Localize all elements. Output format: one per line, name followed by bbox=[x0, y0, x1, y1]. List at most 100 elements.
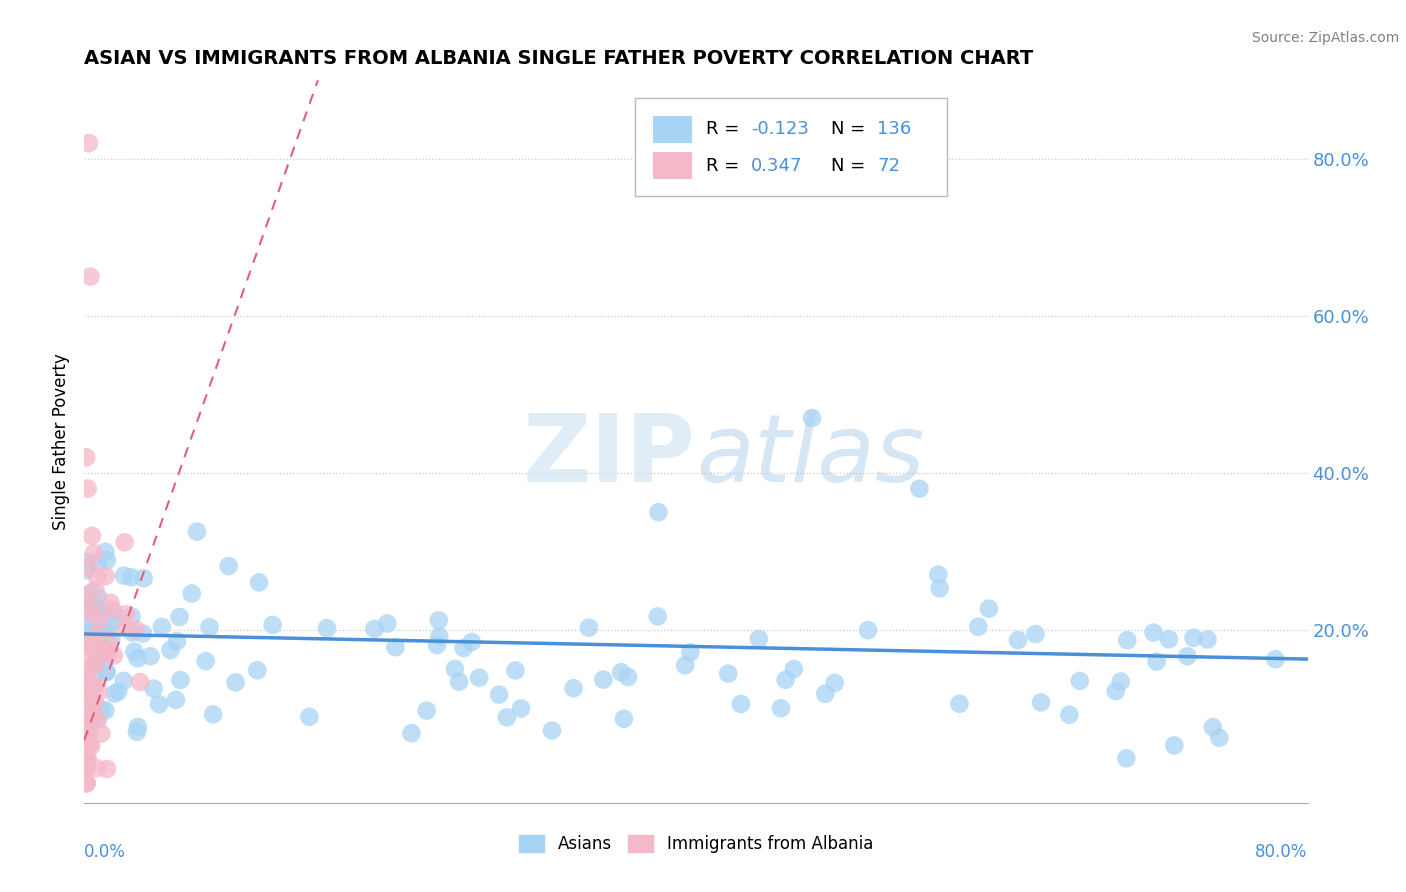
FancyBboxPatch shape bbox=[636, 98, 946, 196]
Asians bbox=[165, 693, 187, 707]
Immigrants from Albania bbox=[84, 657, 107, 671]
Immigrants from Albania bbox=[84, 640, 107, 654]
Asians bbox=[89, 636, 111, 650]
Immigrants from Albania bbox=[76, 776, 98, 790]
Immigrants from Albania bbox=[80, 739, 103, 754]
Immigrants from Albania bbox=[75, 742, 97, 756]
Immigrants from Albania bbox=[79, 711, 101, 725]
Asians bbox=[1175, 649, 1198, 664]
Immigrants from Albania bbox=[87, 685, 110, 699]
Asians bbox=[673, 658, 696, 673]
Immigrants from Albania bbox=[77, 722, 100, 736]
Immigrants from Albania bbox=[103, 648, 125, 663]
Asians bbox=[384, 640, 406, 655]
Asians bbox=[104, 687, 127, 701]
Asians bbox=[121, 609, 143, 624]
Asians bbox=[824, 676, 846, 690]
Asians bbox=[375, 616, 398, 631]
Text: 0.347: 0.347 bbox=[751, 156, 803, 175]
Text: R =: R = bbox=[706, 120, 745, 138]
Asians bbox=[142, 681, 165, 696]
Immigrants from Albania bbox=[75, 756, 97, 770]
Asians bbox=[84, 629, 107, 643]
Immigrants from Albania bbox=[96, 762, 118, 776]
Immigrants from Albania bbox=[101, 603, 124, 617]
Immigrants from Albania bbox=[77, 681, 100, 695]
Asians bbox=[112, 673, 135, 688]
Asians bbox=[461, 635, 484, 649]
Asians bbox=[79, 630, 101, 644]
Text: R =: R = bbox=[706, 156, 745, 175]
Immigrants from Albania bbox=[76, 776, 98, 790]
Asians bbox=[96, 665, 118, 679]
Immigrants from Albania bbox=[114, 535, 136, 549]
Asians bbox=[76, 602, 98, 616]
Immigrants from Albania bbox=[98, 645, 121, 659]
Asians bbox=[132, 626, 155, 640]
Asians bbox=[1059, 707, 1081, 722]
Immigrants from Albania bbox=[80, 529, 103, 543]
Asians bbox=[316, 621, 339, 635]
Asians bbox=[578, 621, 600, 635]
Asians bbox=[592, 673, 614, 687]
Asians bbox=[75, 563, 97, 577]
Immigrants from Albania bbox=[75, 714, 97, 729]
Asians bbox=[363, 622, 385, 636]
Asians bbox=[132, 571, 155, 585]
Asians bbox=[80, 585, 103, 599]
Asians bbox=[159, 643, 181, 657]
Immigrants from Albania bbox=[80, 640, 103, 655]
Immigrants from Albania bbox=[76, 482, 98, 496]
Immigrants from Albania bbox=[75, 751, 97, 765]
Asians bbox=[79, 635, 101, 649]
Asians bbox=[124, 644, 146, 658]
Asians bbox=[90, 640, 112, 655]
Immigrants from Albania bbox=[75, 756, 97, 770]
Immigrants from Albania bbox=[83, 679, 105, 693]
Asians bbox=[87, 591, 110, 605]
Immigrants from Albania bbox=[76, 686, 98, 700]
Immigrants from Albania bbox=[83, 679, 105, 693]
Immigrants from Albania bbox=[75, 665, 97, 680]
Y-axis label: Single Father Poverty: Single Father Poverty bbox=[52, 353, 70, 530]
Asians bbox=[91, 623, 114, 637]
Asians bbox=[169, 610, 191, 624]
Asians bbox=[127, 651, 149, 665]
Immigrants from Albania bbox=[94, 646, 117, 660]
Asians bbox=[96, 622, 118, 636]
Asians bbox=[180, 586, 202, 600]
Immigrants from Albania bbox=[79, 269, 101, 284]
Asians bbox=[84, 655, 107, 669]
Asians bbox=[647, 609, 669, 624]
Immigrants from Albania bbox=[77, 675, 100, 690]
Text: 80.0%: 80.0% bbox=[1256, 843, 1308, 861]
Asians bbox=[198, 620, 221, 634]
Immigrants from Albania bbox=[77, 136, 100, 150]
Immigrants from Albania bbox=[77, 560, 100, 574]
Immigrants from Albania bbox=[129, 675, 152, 690]
Immigrants from Albania bbox=[97, 632, 120, 647]
Asians bbox=[94, 647, 117, 661]
Asians bbox=[93, 605, 115, 619]
Asians bbox=[107, 684, 129, 698]
Asians bbox=[77, 625, 100, 640]
Asians bbox=[1029, 695, 1052, 709]
Immigrants from Albania bbox=[75, 757, 97, 772]
Asians bbox=[169, 673, 191, 687]
Immigrants from Albania bbox=[83, 630, 105, 644]
Immigrants from Albania bbox=[86, 761, 108, 775]
Text: atlas: atlas bbox=[696, 410, 924, 501]
Asians bbox=[1069, 673, 1091, 688]
Immigrants from Albania bbox=[76, 645, 98, 659]
Asians bbox=[218, 559, 240, 574]
Text: Source: ZipAtlas.com: Source: ZipAtlas.com bbox=[1251, 31, 1399, 45]
Asians bbox=[496, 710, 519, 724]
Asians bbox=[1182, 631, 1205, 645]
Asians bbox=[87, 622, 110, 636]
Asians bbox=[541, 723, 564, 738]
Asians bbox=[783, 662, 806, 676]
Asians bbox=[103, 606, 125, 620]
Immigrants from Albania bbox=[125, 623, 148, 637]
Asians bbox=[103, 615, 125, 629]
Asians bbox=[510, 701, 533, 715]
